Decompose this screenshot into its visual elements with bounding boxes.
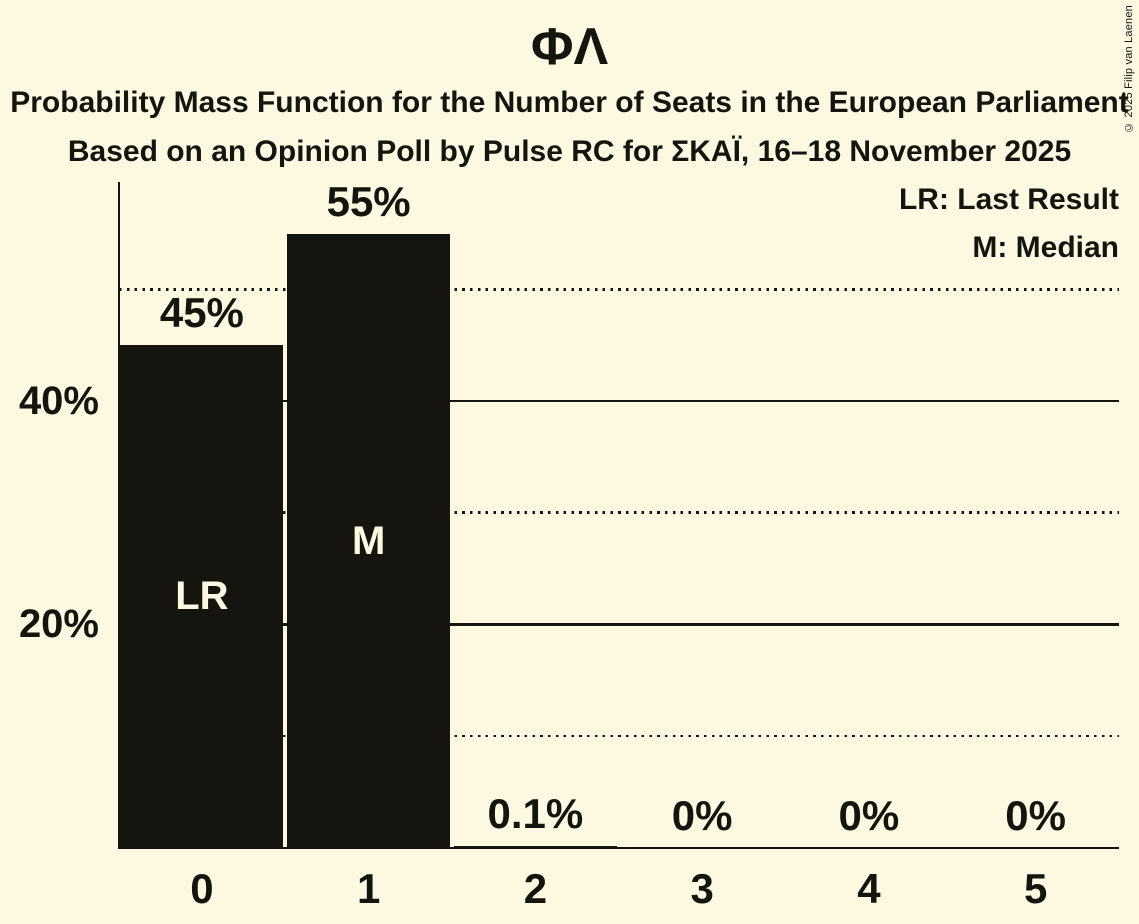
bar-annotation-m: M [351,518,386,563]
bar-seats-1 [287,233,451,850]
gridline-dotted-30 [118,511,1119,514]
value-label-seats-5: 0% [1005,791,1066,839]
legend-median: M: Median [972,231,1119,264]
x-tick-label-1: 1 [356,865,381,912]
bar-seats-0 [120,345,284,850]
value-label-seats-3: 0% [671,791,733,839]
x-tick-label-2: 2 [523,865,548,912]
chart-subtitle-line2: Based on an Opinion Poll by Pulse RC for… [67,135,1072,168]
gridline-dotted-10 [118,734,1119,738]
chart-subtitle-line1: Probability Mass Function for the Number… [10,86,1129,119]
x-tick-label-0: 0 [190,865,214,912]
value-label-seats-4: 0% [838,791,900,839]
y-tick-label-40: 40% [18,379,99,424]
gridline-solid-40 [118,399,1119,403]
value-label-seats-0: 45% [159,289,244,337]
value-label-seats-1: 55% [326,177,411,225]
value-label-seats-2: 0.1% [487,790,584,838]
x-tick-label-3: 3 [690,865,714,912]
gridline-solid-20 [118,623,1119,626]
x-tick-label-5: 5 [1023,865,1048,912]
y-axis-line [117,182,121,849]
x-tick-label-4: 4 [857,865,881,912]
legend-last-result: LR: Last Result [898,183,1119,216]
chart-title: ΦΛ [530,18,609,76]
bar-annotation-lr: LR [175,574,229,619]
y-tick-label-20: 20% [18,602,99,647]
x-axis-line [117,846,1119,850]
gridline-dotted-50 [118,288,1119,291]
